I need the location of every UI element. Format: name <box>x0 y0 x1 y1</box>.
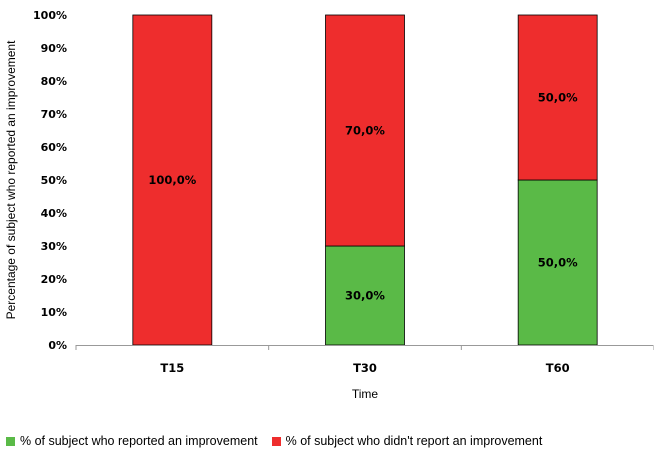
y-tick-label: 90% <box>41 42 67 55</box>
data-labels: 100,0% 30,0% 70,0% 50,0% 50,0% <box>148 91 578 303</box>
bar-segment <box>325 14 405 247</box>
legend-item-not-improved: % of subject who didn't report an improv… <box>271 434 543 448</box>
x-axis-title: Time <box>352 387 379 401</box>
legend-label-improved: % of subject who reported an improvement <box>20 434 258 448</box>
x-tick-label: T15 <box>160 361 184 375</box>
y-axis-title: Percentage of subject who reported an im… <box>4 40 18 319</box>
bar-segment <box>517 14 598 181</box>
y-tick-label: 10% <box>41 306 67 319</box>
x-tick-label: T30 <box>353 361 377 375</box>
y-tick-label: 70% <box>41 108 67 121</box>
y-tick-label: 50% <box>41 174 67 187</box>
data-label: 70,0% <box>345 124 385 138</box>
y-tick-label: 30% <box>41 240 67 253</box>
legend: % of subject who reported an improvement… <box>6 434 556 448</box>
y-tick-label: 20% <box>41 273 67 286</box>
data-label: 50,0% <box>538 91 578 105</box>
bar-segment <box>325 245 405 346</box>
y-tick-label: 60% <box>41 141 67 154</box>
y-tick-label: 100% <box>33 9 67 22</box>
x-axis-labels: T15 T30 T60 <box>160 361 569 375</box>
y-tick-label: 0% <box>48 339 67 352</box>
legend-label-not-improved: % of subject who didn't report an improv… <box>285 434 543 448</box>
x-tick-label: T60 <box>546 361 570 375</box>
bar-segment <box>517 179 598 346</box>
data-label: 50,0% <box>538 256 578 270</box>
y-tick-label: 40% <box>41 207 67 220</box>
y-tick-label: 80% <box>41 75 67 88</box>
legend-swatch-green <box>6 436 15 446</box>
legend-swatch-red <box>271 436 281 446</box>
legend-item-improved: % of subject who reported an improvement <box>6 434 258 448</box>
data-label: 100,0% <box>148 173 196 187</box>
bar-segment <box>132 14 213 346</box>
bars <box>132 14 598 346</box>
data-label: 30,0% <box>345 289 385 303</box>
y-axis-ticks: 0% 10% 20% 30% 40% 50% 60% 70% 80% 90% 100% <box>33 9 67 352</box>
x-axis-ticks <box>75 345 654 350</box>
